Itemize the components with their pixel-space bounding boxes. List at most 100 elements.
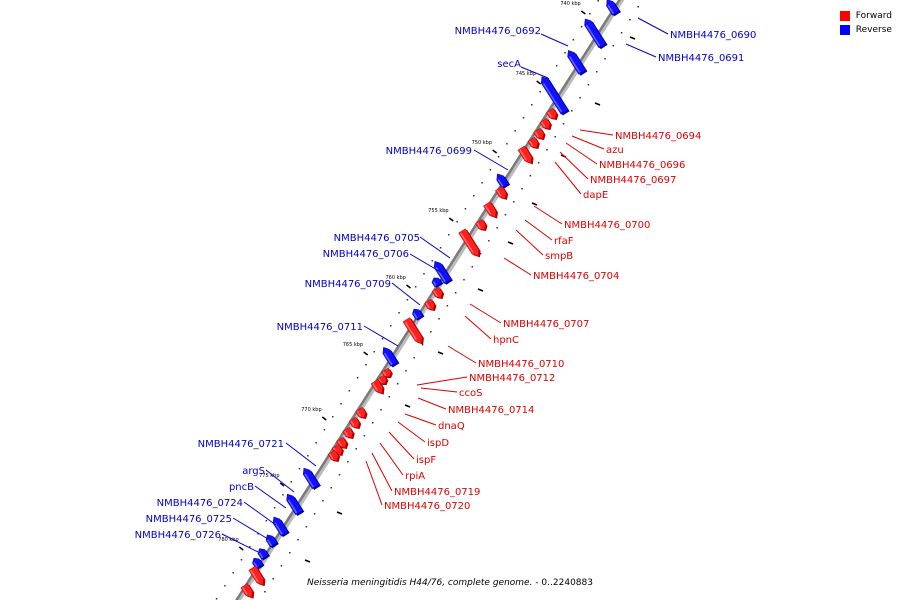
label-leader (232, 517, 269, 540)
gene-NMBH4476_0724[interactable] (265, 534, 279, 549)
gene-label[interactable]: ccoS (459, 388, 482, 399)
gene-label[interactable]: NMBH4476_0712 (469, 373, 555, 384)
gene-label[interactable]: NMBH4476_0697 (590, 175, 676, 186)
gene-label[interactable]: NMBH4476_0696 (599, 160, 685, 171)
gene-NMBH4476_0711[interactable] (382, 346, 400, 368)
gene-NMBH4476_0700[interactable] (495, 185, 509, 200)
gene-label[interactable]: NMBH4476_0710 (478, 359, 564, 370)
gene-label[interactable]: NMBH4476_0719 (394, 487, 480, 498)
gene-NMBH4476_0704[interactable] (458, 228, 481, 258)
minor-tick (438, 318, 440, 320)
gene-label[interactable]: NMBH4476_0707 (503, 319, 589, 330)
gene-smpB[interactable] (475, 218, 488, 231)
minor-tick (546, 149, 548, 151)
gene-label[interactable]: NMBH4476_0711 (277, 322, 363, 333)
gene-pncB[interactable] (272, 516, 290, 538)
label-leader (420, 387, 458, 393)
gene-label[interactable]: NMBH4476_0721 (198, 439, 284, 450)
gene-highlight (528, 140, 534, 147)
gene-argS[interactable] (286, 493, 305, 517)
gene-label[interactable]: dnaQ (438, 421, 465, 432)
gene-label[interactable]: NMBH4476_0706 (323, 249, 409, 260)
gene-NMBH4476_0699[interactable] (496, 173, 511, 190)
minor-tick (390, 325, 392, 327)
minor-tick (396, 383, 399, 385)
gene-label[interactable]: dapE (583, 190, 608, 201)
tick-mark (363, 351, 369, 356)
minor-tick (272, 578, 274, 580)
gene-label[interactable]: NMBH4476_0700 (564, 220, 650, 231)
gene-fwd-edge-a[interactable] (248, 565, 266, 587)
gene-label[interactable]: NMBH4476_0690 (670, 30, 756, 41)
gene-label[interactable]: ispD (427, 438, 449, 449)
reverse-swatch (839, 25, 850, 35)
gene-NMBH4476_0697[interactable] (527, 136, 540, 149)
minor-tick (380, 409, 382, 411)
gene-secA[interactable] (540, 76, 570, 116)
gene-label[interactable]: azu (606, 145, 624, 156)
minor-tick (497, 156, 500, 158)
gene-label[interactable]: ispF (416, 455, 436, 466)
label-leader (404, 413, 437, 426)
label-leader (285, 442, 317, 467)
gene-label[interactable]: pncB (229, 482, 254, 493)
gene-label[interactable]: rfaF (554, 236, 574, 247)
gene-label[interactable]: NMBH4476_0692 (455, 26, 541, 37)
gene-NMBH4476_0712[interactable] (381, 367, 393, 379)
gene-body (327, 449, 339, 462)
gene-label[interactable]: smpB (545, 251, 573, 262)
gene-label[interactable]: NMBH4476_0726 (135, 530, 221, 541)
gene-label[interactable]: NMBH4476_0694 (615, 131, 701, 142)
tick-mark (238, 546, 244, 551)
gene-label[interactable]: rpiA (405, 471, 425, 482)
gene-label[interactable]: NMBH4476_0699 (386, 146, 472, 157)
gene-NMBH4476_0696[interactable] (533, 127, 546, 140)
gene-NMBH4476_0707[interactable] (431, 286, 445, 299)
gene-highlight (242, 587, 248, 595)
gene-rfaF[interactable] (483, 201, 498, 219)
gene-dapE[interactable] (517, 145, 534, 165)
minor-tick (363, 435, 366, 437)
gene-dnaQ[interactable] (355, 406, 368, 419)
minor-tick (513, 201, 515, 203)
gene-label[interactable]: argS (242, 466, 265, 477)
gene-ispD[interactable] (348, 416, 362, 429)
gene-NMBH4476_0694[interactable] (545, 107, 559, 120)
gene-NMBH4476_0725[interactable] (257, 548, 271, 561)
tick-mark (448, 217, 454, 222)
gene-label[interactable]: NMBH4476_0704 (533, 271, 619, 282)
label-leader (571, 135, 605, 150)
gene-NMBH4476_0691[interactable] (584, 18, 608, 50)
minor-tick (572, 39, 575, 41)
gene-label[interactable]: NMBH4476_0720 (384, 501, 470, 512)
gene-azu[interactable] (539, 117, 552, 130)
minor-tick (571, 110, 573, 112)
gene-NMBH4476_0720[interactable] (327, 449, 341, 462)
gene-ispF[interactable] (342, 426, 355, 439)
gene-label[interactable]: secA (497, 59, 521, 70)
gene-label[interactable]: hpnC (493, 335, 519, 346)
gene-hpnC[interactable] (424, 298, 437, 311)
gene-NMBH4476_0714[interactable] (370, 379, 385, 395)
gene-label[interactable]: NMBH4476_0705 (334, 233, 420, 244)
gene-NMBH4476_0709[interactable] (412, 308, 425, 321)
label-leader (409, 253, 445, 275)
gene-body (496, 173, 509, 189)
gene-NMBH4476_0726[interactable] (252, 557, 265, 570)
tick-label: 745 kbp (516, 71, 536, 77)
gene-highlight (383, 352, 393, 365)
gene-NMBH4476_0690[interactable] (606, 0, 621, 17)
gene-label[interactable]: NMBH4476_0691 (658, 53, 744, 64)
gene-label[interactable]: NMBH4476_0714 (448, 405, 534, 416)
gene-NMBH4476_0692[interactable] (567, 50, 588, 76)
gene-label[interactable]: NMBH4476_0709 (305, 279, 391, 290)
gene-NMBH4476_0721[interactable] (302, 467, 321, 491)
gene-fwd-edge-b[interactable] (240, 583, 255, 599)
gene-NMBH4476_0706[interactable] (431, 277, 444, 289)
gene-label[interactable]: NMBH4476_0725 (146, 514, 232, 525)
gene-highlight (484, 205, 492, 215)
minor-tick (580, 26, 583, 28)
label-leader (554, 161, 582, 195)
gene-label[interactable]: NMBH4476_0724 (157, 498, 243, 509)
gene-NMBH4476_0710[interactable] (402, 317, 424, 345)
